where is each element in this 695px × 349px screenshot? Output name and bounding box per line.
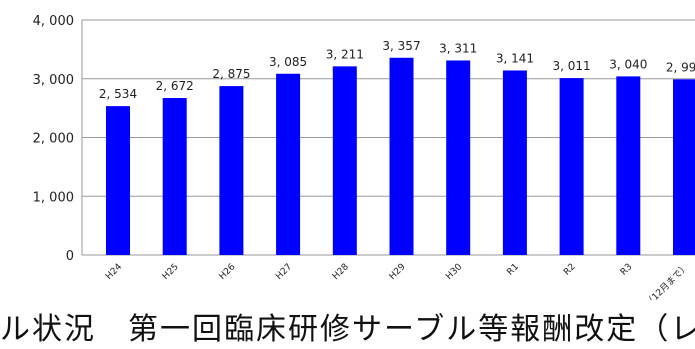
bars — [106, 57, 695, 256]
x-tick-label: H30 — [444, 262, 464, 282]
x-axis-tick-labels: H24 H25 H26 H27 H28 H29 H30 R1 R2 R3 R4（12月まで） — [104, 261, 691, 300]
bar — [446, 60, 471, 256]
y-tick-label: 4, 000 — [33, 14, 74, 29]
data-label: 3, 311 — [439, 41, 477, 55]
bar — [616, 76, 641, 256]
y-tick-label: 0 — [66, 249, 74, 264]
y-tick-label: 2, 000 — [33, 132, 74, 147]
y-tick-label: 3, 000 — [33, 73, 74, 88]
x-tick-label: H27 — [274, 262, 294, 282]
y-axis-tick-labels: 0 1, 000 2, 000 3, 000 4, 000 — [33, 14, 74, 264]
data-label: 3, 141 — [496, 51, 534, 65]
data-label: 3, 011 — [553, 59, 591, 73]
data-label: 3, 040 — [609, 57, 647, 71]
bar — [162, 98, 187, 256]
bar — [389, 57, 414, 256]
bar — [502, 70, 527, 255]
bar — [276, 73, 301, 255]
data-label: 3, 357 — [382, 39, 420, 53]
x-tick-label: H29 — [388, 262, 408, 282]
x-tick-label: R3 — [619, 262, 635, 278]
bar — [559, 78, 584, 255]
y-tick-label: 1, 000 — [33, 190, 74, 205]
data-label: 2, 534 — [99, 87, 137, 101]
caption-text: ル状況 第一回臨床研修サーブル等報酬改定（レセプ — [0, 312, 695, 347]
x-tick-label: R4（12月まで） — [635, 261, 691, 300]
data-label: 3, 085 — [269, 55, 307, 69]
data-labels: 2, 534 2, 672 2, 875 3, 085 3, 211 3, 357 3, 3… — [99, 39, 695, 101]
data-label: 2, 875 — [212, 67, 250, 81]
x-tick-label: R2 — [562, 262, 578, 278]
bar — [106, 106, 130, 255]
x-tick-label: H24 — [104, 262, 124, 282]
data-label: 2, 990 — [666, 60, 695, 74]
x-tick-label: H28 — [331, 262, 351, 282]
bar — [673, 79, 695, 256]
x-tick-label: H26 — [218, 262, 238, 282]
bar — [332, 66, 357, 255]
bar — [219, 86, 244, 255]
x-tick-label: R1 — [505, 262, 521, 278]
data-label: 3, 211 — [326, 47, 364, 61]
data-label: 2, 672 — [156, 79, 194, 93]
x-tick-label: H25 — [161, 262, 181, 282]
